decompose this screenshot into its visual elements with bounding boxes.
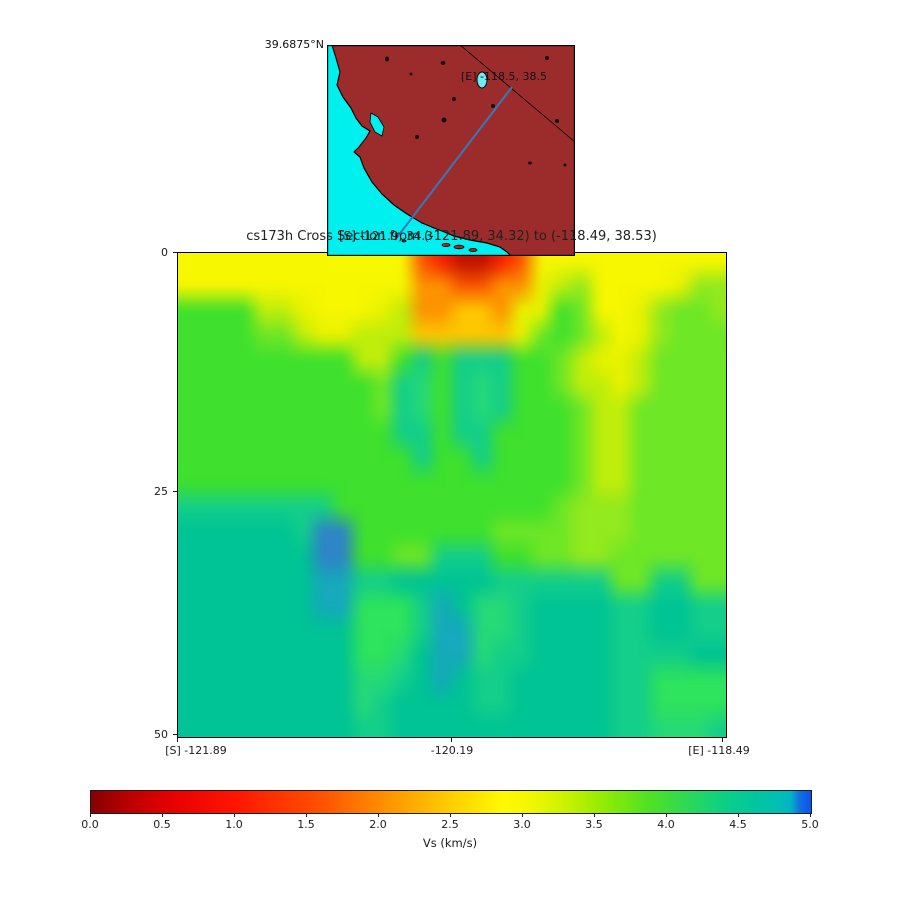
colorbar-tick-label: 1.0 bbox=[225, 818, 243, 831]
x-tick-mark bbox=[722, 738, 723, 742]
map-small-lakes bbox=[385, 56, 567, 167]
y-tick-mark bbox=[173, 252, 177, 253]
map-lake-tahoe bbox=[476, 71, 488, 89]
x-tick-label-start: [S] -121.89 bbox=[165, 744, 227, 757]
cross-section-plot-frame bbox=[177, 252, 727, 738]
cross-section-heatmap bbox=[178, 253, 726, 737]
x-tick-label-mid: -120.19 bbox=[430, 744, 474, 757]
colorbar-tick-label: 3.5 bbox=[585, 818, 603, 831]
map-latitude-label: 39.6875°N bbox=[264, 38, 324, 51]
map-land bbox=[331, 44, 576, 257]
colorbar-tick-label: 4.5 bbox=[729, 818, 747, 831]
x-tick-mark bbox=[177, 738, 178, 742]
plot-title: cs173h Cross Section from (-121.89, 34.3… bbox=[246, 229, 657, 244]
map-channel-islands bbox=[401, 239, 478, 252]
y-tick-label-25: 25 bbox=[154, 485, 168, 498]
x-tick-label-end: [E] -118.49 bbox=[688, 744, 750, 757]
map-cross-section-line bbox=[394, 86, 513, 241]
colorbar-tick-label: 5.0 bbox=[801, 818, 819, 831]
colorbar-tick-label: 0.0 bbox=[81, 818, 99, 831]
y-tick-mark bbox=[173, 491, 177, 492]
y-tick-label-0: 0 bbox=[161, 246, 168, 259]
map-state-border-line bbox=[459, 44, 576, 143]
map-start-point-label: [S] -121.9, 34.3 bbox=[339, 229, 433, 243]
map-end-point-label: [E] -118.5, 38.5 bbox=[461, 70, 547, 83]
map-sf-bay bbox=[369, 112, 385, 137]
map-border bbox=[326, 44, 576, 257]
colorbar-tick-label: 2.0 bbox=[369, 818, 387, 831]
y-tick-mark bbox=[173, 734, 177, 735]
colorbar-tick-label: 2.5 bbox=[441, 818, 459, 831]
colorbar-tick-marks bbox=[90, 813, 811, 817]
colorbar-tick-label: 3.0 bbox=[513, 818, 531, 831]
colorbar-axis-label: Vs (km/s) bbox=[422, 836, 478, 850]
colorbar bbox=[90, 790, 812, 814]
x-tick-mark bbox=[451, 738, 452, 742]
map-inset bbox=[326, 44, 576, 257]
map-inset-svg bbox=[326, 44, 576, 257]
colorbar-tick-label: 0.5 bbox=[153, 818, 171, 831]
colorbar-tick-label: 4.0 bbox=[657, 818, 675, 831]
colorbar-tick-label: 1.5 bbox=[297, 818, 315, 831]
y-tick-label-50: 50 bbox=[154, 728, 168, 741]
